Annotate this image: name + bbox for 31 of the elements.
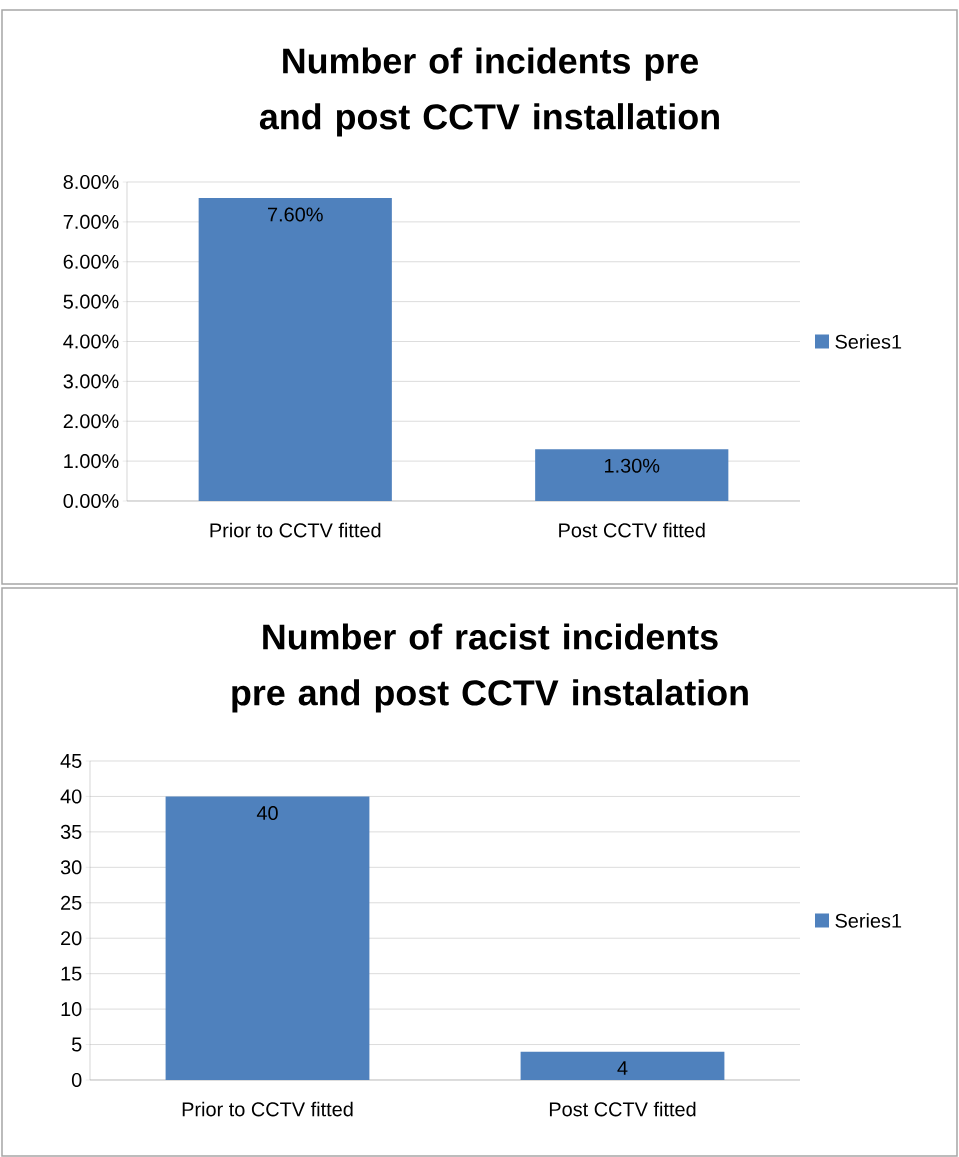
y-tick-label: 25 — [61, 895, 82, 910]
y-tick-label: 1.00% — [64, 454, 119, 469]
data-label: 7.60% — [268, 207, 323, 222]
data-label: 4 — [617, 1061, 628, 1075]
y-tick-label: 2.00% — [63, 414, 119, 429]
x-tick-label: Prior to CCTV fitted — [182, 1101, 353, 1117]
y-tick-label: 5 — [71, 1037, 82, 1052]
y-tick-label: 0 — [71, 1072, 82, 1088]
chart-title: Number of incidents pre and post CCTV installation — [259, 47, 719, 137]
y-tick-label: 0.00% — [63, 493, 119, 509]
y-tick-label: 45 — [60, 754, 82, 768]
y-tick-label: 8.00% — [63, 174, 119, 190]
y-tick-label: 20 — [61, 931, 82, 946]
x-tick-label: Prior to CCTV fitted — [210, 522, 381, 538]
legend-label: Series1 — [835, 913, 902, 928]
y-tick-label: 6.00% — [63, 254, 119, 269]
chart-title: Number of racist incidents pre and post CCTV instalation — [232, 623, 748, 713]
data-label: 1.30% — [605, 458, 660, 473]
y-tick-label: 30 — [60, 860, 82, 875]
y-tick-label: 40 — [60, 789, 82, 804]
y-tick-label: 5.00% — [63, 294, 119, 309]
y-tick-label: 3.00% — [63, 374, 119, 389]
legend-label: Series1 — [835, 334, 902, 349]
y-tick-label: 7.00% — [63, 214, 119, 229]
y-tick-label: 10 — [61, 1002, 82, 1017]
y-tick-label: 15 — [61, 966, 82, 981]
data-label: 40 — [256, 805, 278, 821]
x-tick-label: Post CCTV fitted — [549, 1101, 696, 1117]
x-tick-label: Post CCTV fitted — [559, 522, 705, 538]
y-tick-label: 4.00% — [63, 334, 119, 349]
y-tick-label: 35 — [60, 824, 82, 839]
